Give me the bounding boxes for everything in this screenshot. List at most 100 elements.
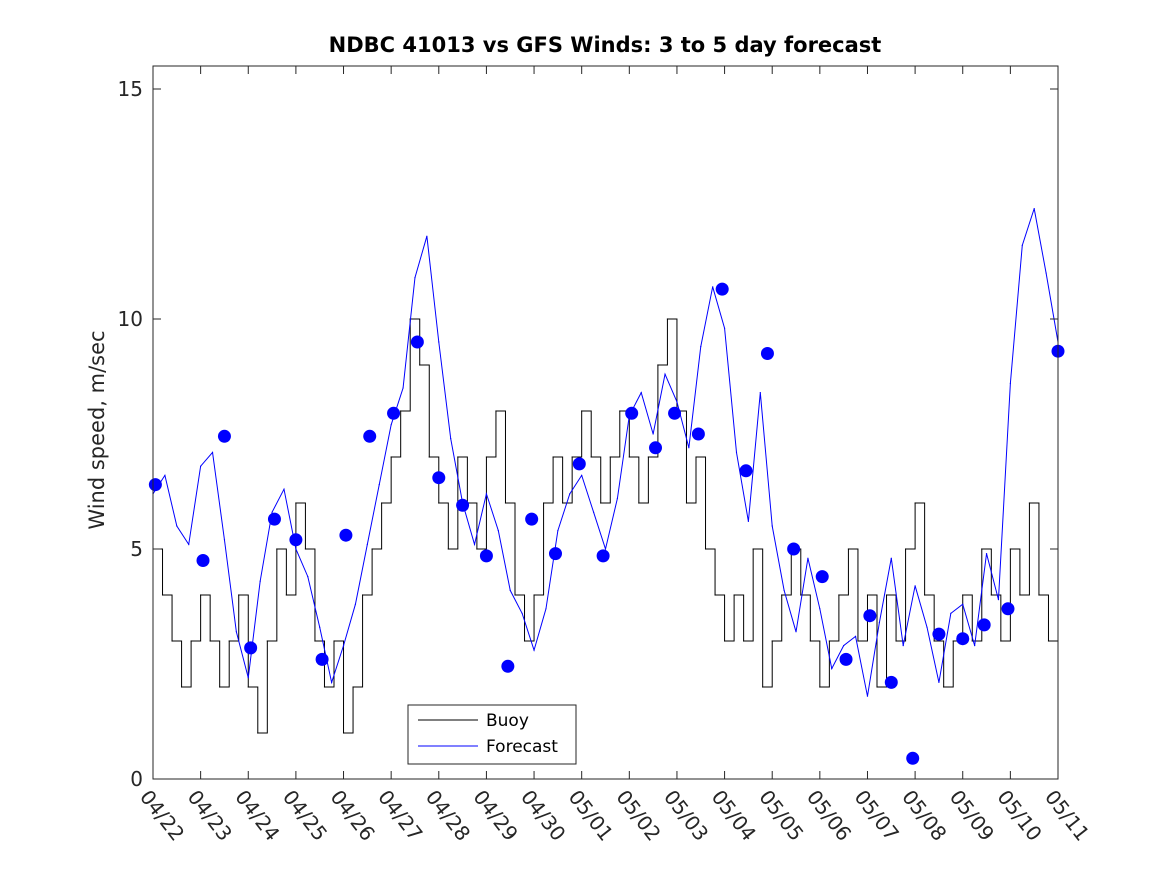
forecast-point [831,668,833,670]
forecast-point [878,622,880,624]
forecast-marker [501,659,515,673]
buoy-point [771,640,773,642]
forecast-point [974,645,976,647]
forecast-point [283,488,285,490]
buoy-point [361,594,364,596]
forecast-point [485,493,488,495]
forecast-point [188,543,190,546]
forecast-marker [479,549,493,563]
buoy-point [514,594,516,596]
forecast-point [319,626,321,628]
buoy-point [476,548,478,550]
forecast-marker [691,427,705,441]
buoy-point [285,594,287,596]
forecast-point [759,392,761,394]
forecast-point [223,539,226,541]
buoy-point [190,640,192,642]
forecast-point [866,695,869,697]
legend: Buoy Forecast [407,704,577,765]
buoy-point [685,502,688,504]
plot-frame [152,65,1059,780]
y-tick-label: 0 [130,767,143,791]
forecast-point [664,373,666,375]
forecast-point [1009,382,1011,384]
buoy-point [1038,594,1040,596]
buoy-point [257,732,259,734]
forecast-marker [289,533,303,547]
buoy-point [857,640,859,642]
forecast-marker [267,512,281,526]
buoy-point [200,594,202,596]
forecast-marker [649,441,663,455]
forecast-point [569,493,571,495]
buoy-point [762,686,764,688]
buoy-point [571,456,573,458]
buoy-point [781,594,783,596]
forecast-point [604,548,607,550]
forecast-point [962,603,964,605]
forecast-point [390,424,392,426]
forecast-series [152,208,1059,697]
buoy-point [647,456,649,458]
buoy-point [809,640,811,642]
buoy-point [752,548,754,550]
forecast-point [200,465,202,467]
buoy-point [695,456,697,458]
forecast-point [271,511,273,513]
forecast-marker [977,618,991,632]
buoy-point [552,456,554,458]
y-tick-label: 15 [118,77,143,101]
buoy-point [228,640,230,642]
buoy-point [504,502,507,504]
y-axis-label: Wind speed, m/sec [85,330,109,529]
y-axis: 0 5 10 15 [118,77,1058,791]
forecast-point [533,649,535,651]
buoy-point [876,686,878,688]
forecast-marker [410,335,424,349]
forecast-point [295,548,297,550]
forecast-point [545,608,547,610]
buoy-point [638,502,640,504]
buoy-point [743,640,745,642]
plot-background [153,66,1058,779]
buoy-point [238,594,240,596]
forecast-point [331,681,333,684]
buoy-point [333,640,335,642]
forecast-marker [625,406,639,420]
buoy-point [523,640,526,642]
forecast-point [354,603,357,605]
buoy-point [619,410,621,412]
buoy-point [457,456,459,458]
buoy-point [800,594,802,596]
forecast-point [342,645,345,647]
buoy-point [714,594,716,596]
buoy-point [666,318,669,320]
forecast-point [366,543,368,546]
forecast-point [402,387,404,389]
legend-label-buoy: Buoy [486,711,529,731]
forecast-point [378,484,380,486]
forecast-point [950,612,952,615]
forecast-point [450,438,452,440]
forecast-point [438,341,440,343]
forecast-marker [1001,602,1015,616]
forecast-marker [956,632,970,646]
buoy-point [428,456,430,458]
buoy-point [990,594,992,596]
forecast-point [712,286,714,288]
forecast-point [592,511,595,513]
buoy-point [933,640,935,642]
forecast-point [926,626,928,628]
buoy-point [943,686,945,688]
forecast-point [557,530,559,532]
forecast-point [581,474,583,476]
legend-box [407,704,577,765]
forecast-point [843,645,845,647]
buoy-point [247,686,249,688]
legend-label-forecast: Forecast [486,737,558,757]
buoy-point [924,594,926,596]
forecast-marker [932,627,946,641]
forecast-point [735,451,738,453]
buoy-point [485,456,488,458]
y-tick-label: 5 [130,537,143,561]
